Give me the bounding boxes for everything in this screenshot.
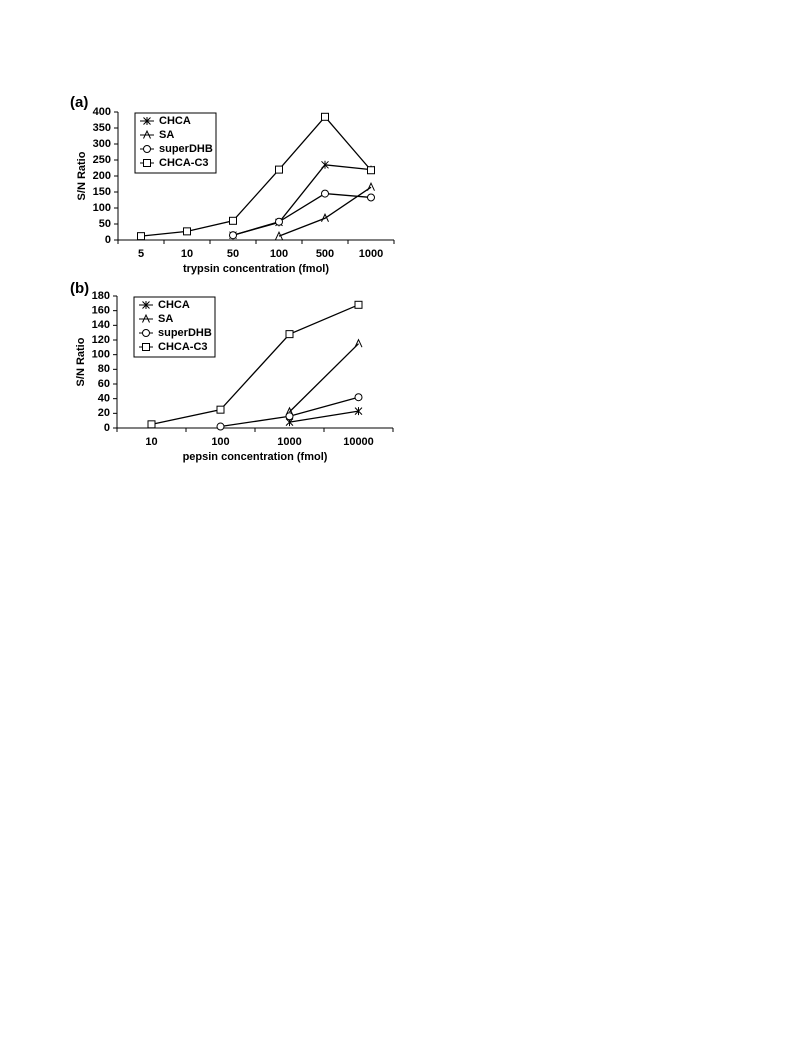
y-tick-label: 0 (104, 422, 110, 434)
legend-label: superDHB (159, 143, 213, 155)
y-tick-label: 80 (98, 363, 110, 375)
series-line (232, 192, 372, 236)
x-axis-label: trypsin concentration (fmol) (183, 263, 329, 275)
panel-label: (b) (70, 280, 89, 297)
data-point (321, 189, 329, 198)
data-point (275, 230, 283, 240)
y-tick-label: 40 (98, 393, 110, 405)
legend-marker (142, 301, 150, 309)
legend-marker (143, 145, 151, 153)
data-point (137, 232, 145, 241)
data-point (275, 217, 283, 226)
data-point (367, 193, 375, 202)
y-tick-label: 0 (105, 234, 111, 246)
x-tick-label: 10 (181, 248, 193, 260)
x-tick-label: 100 (270, 248, 288, 260)
legend-marker (142, 343, 150, 351)
legend-label: CHCA (158, 299, 190, 311)
legend-label: CHCA-C3 (158, 341, 208, 353)
y-tick-label: 140 (92, 319, 110, 331)
y-tick-label: 20 (98, 407, 110, 419)
legend-marker (142, 313, 150, 323)
data-point (285, 406, 294, 416)
legend-marker (143, 129, 151, 139)
legend-label: SA (159, 129, 174, 141)
series-line (232, 164, 372, 236)
legend-label: CHCA-C3 (159, 157, 209, 169)
y-tick-label: 100 (92, 349, 110, 361)
x-tick-label: 50 (227, 248, 239, 260)
x-axis-label: pepsin concentration (fmol) (183, 451, 328, 463)
x-tick-label: 500 (316, 248, 334, 260)
data-point (367, 182, 375, 191)
series-line (140, 115, 372, 237)
data-point (321, 160, 329, 169)
y-tick-label: 250 (93, 154, 111, 166)
data-point (354, 338, 363, 348)
legend-label: CHCA (159, 115, 191, 127)
y-tick-label: 50 (99, 218, 111, 230)
x-tick-label: 1000 (359, 248, 383, 260)
legend-marker (143, 159, 151, 167)
y-tick-label: 350 (93, 122, 111, 134)
legend-label: SA (158, 313, 173, 325)
series-line (278, 186, 372, 237)
data-point (354, 300, 363, 309)
data-point (367, 166, 375, 175)
data-point (354, 393, 363, 402)
series-line (151, 304, 359, 425)
y-tick-label: 150 (93, 186, 111, 198)
data-point (354, 407, 363, 416)
y-tick-label: 60 (98, 378, 110, 390)
legend-marker (142, 329, 150, 337)
series-line (289, 343, 359, 413)
data-point (275, 165, 283, 174)
y-tick-label: 160 (92, 305, 110, 317)
data-point (216, 405, 225, 414)
y-tick-label: 200 (93, 170, 111, 182)
x-tick-label: 100 (211, 436, 229, 448)
data-point (183, 227, 191, 236)
y-axis-label: S/N Ratio (76, 151, 88, 200)
y-tick-label: 120 (92, 334, 110, 346)
data-point (285, 330, 294, 339)
series-line (289, 410, 359, 423)
y-axis-label: S/N Ratio (75, 337, 87, 386)
y-tick-label: 100 (93, 202, 111, 214)
y-tick-label: 300 (93, 138, 111, 150)
x-tick-label: 5 (138, 248, 144, 260)
y-tick-label: 180 (92, 290, 110, 302)
panel-label: (a) (70, 94, 88, 111)
data-point (229, 216, 237, 225)
data-point (321, 213, 329, 222)
data-point (216, 422, 225, 431)
x-tick-label: 10 (145, 436, 157, 448)
x-tick-label: 10000 (343, 436, 374, 448)
data-point (229, 231, 237, 240)
data-point (147, 420, 156, 429)
y-tick-label: 400 (93, 106, 111, 118)
legend-label: superDHB (158, 327, 212, 339)
x-tick-label: 1000 (277, 436, 301, 448)
data-point (321, 112, 329, 121)
data-point (285, 412, 294, 421)
legend-marker (143, 117, 151, 125)
